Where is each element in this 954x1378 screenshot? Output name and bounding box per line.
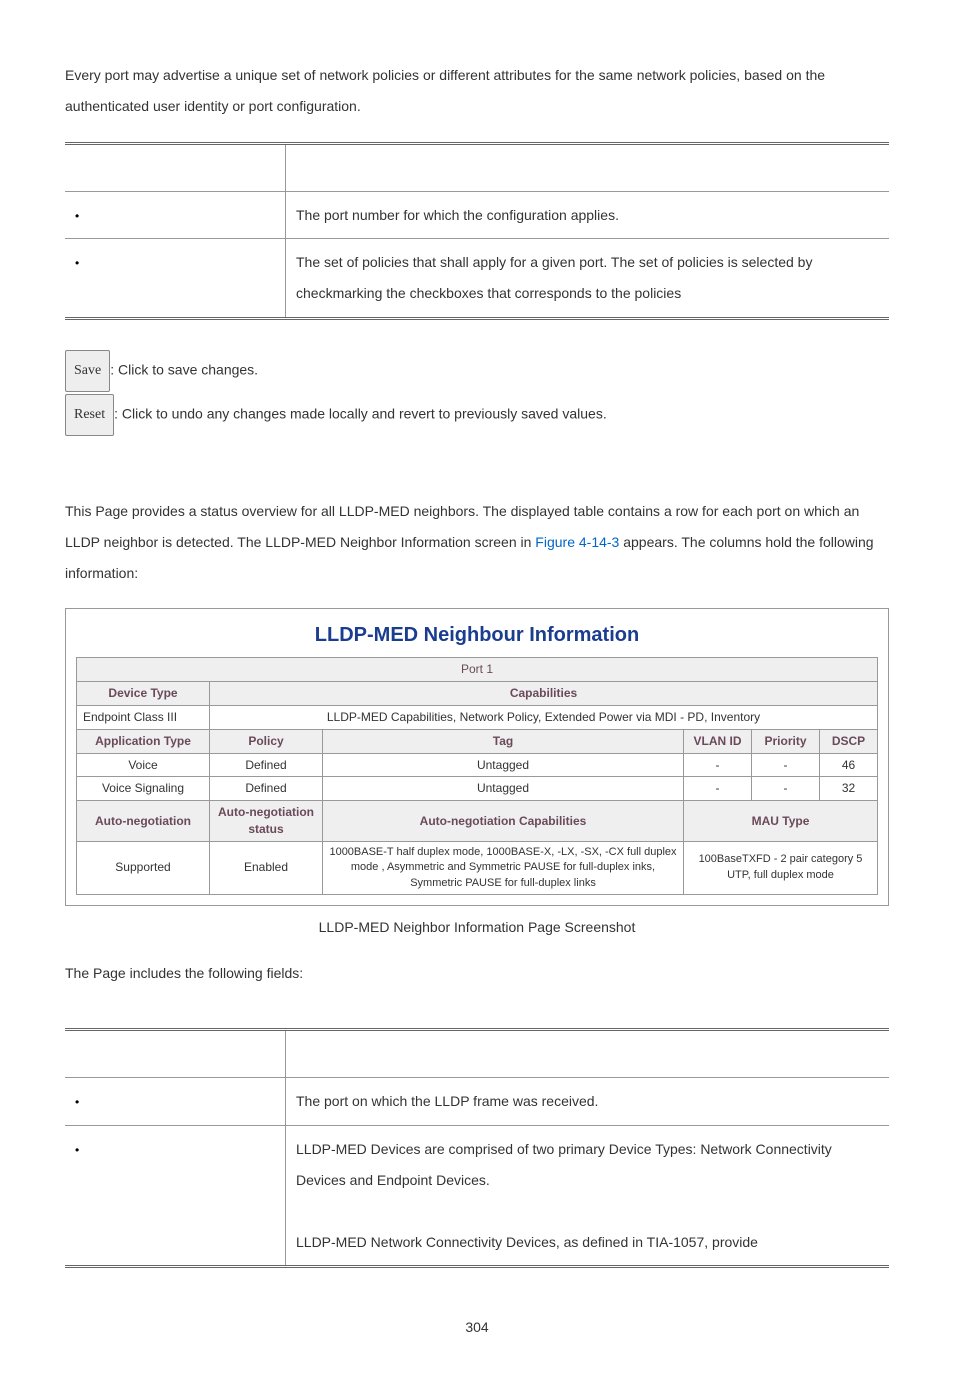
an-cap-hdr: Auto-negotiation Capabilities xyxy=(323,801,684,842)
port-header: Port 1 xyxy=(77,658,878,682)
mau-hdr: MAU Type xyxy=(684,801,878,842)
figure-link[interactable]: Figure 4-14-3 xyxy=(535,534,619,550)
mau-val: 100BaseTXFD - 2 pair category 5 UTP, ful… xyxy=(684,841,878,894)
vlan-hdr: VLAN ID xyxy=(684,729,752,753)
app-row: Voice Signaling Defined Untagged - - 32 xyxy=(77,777,878,801)
screenshot-caption: LLDP-MED Neighbor Information Page Scree… xyxy=(65,918,889,938)
cell-desc: The port on which the LLDP frame was rec… xyxy=(286,1078,890,1126)
bullet-icon: • xyxy=(75,1137,93,1163)
description-table-2: • The port on which the LLDP frame was r… xyxy=(65,1028,889,1268)
tag-hdr: Tag xyxy=(323,729,684,753)
app-row: Voice Defined Untagged - - 46 xyxy=(77,753,878,777)
reset-button[interactable]: Reset xyxy=(65,394,114,436)
an-status-hdr: Auto-negotiation status xyxy=(210,801,323,842)
table-row: • The port on which the LLDP frame was r… xyxy=(65,1078,889,1126)
cap-hdr: Capabilities xyxy=(210,682,878,706)
reset-desc: : Click to undo any changes made locally… xyxy=(114,406,607,422)
cell-desc: The set of policies that shall apply for… xyxy=(286,239,890,319)
cap-val: LLDP-MED Capabilities, Network Policy, E… xyxy=(210,705,878,729)
an-hdr: Auto-negotiation xyxy=(77,801,210,842)
an-cap-val: 1000BASE-T half duplex mode, 1000BASE-X,… xyxy=(323,841,684,894)
section-paragraph: This Page provides a status overview for… xyxy=(65,496,889,588)
screenshot-table: Port 1 Device Type Capabilities Endpoint… xyxy=(76,657,878,895)
intro-paragraph: Every port may advertise a unique set of… xyxy=(65,60,889,122)
bullet-icon: • xyxy=(75,203,93,229)
table-row: • The port number for which the configur… xyxy=(65,191,889,239)
page-number: 304 xyxy=(65,1318,889,1338)
bullet-icon: • xyxy=(75,250,93,276)
app-hdr: Application Type xyxy=(77,729,210,753)
prio-hdr: Priority xyxy=(752,729,820,753)
dev-type-hdr: Device Type xyxy=(77,682,210,706)
screenshot-panel: LLDP-MED Neighbour Information Port 1 De… xyxy=(65,608,889,906)
bullet-icon: • xyxy=(75,1089,93,1115)
cell-desc: The port number for which the configurat… xyxy=(286,191,890,239)
save-button[interactable]: Save xyxy=(65,350,110,392)
table-row: • LLDP-MED Devices are comprised of two … xyxy=(65,1126,889,1267)
screenshot-title: LLDP-MED Neighbour Information xyxy=(76,621,878,649)
save-desc: : Click to save changes. xyxy=(110,362,258,378)
cell-desc: LLDP-MED Devices are comprised of two pr… xyxy=(286,1126,890,1267)
an-status-val: Enabled xyxy=(210,841,323,894)
an-val: Supported xyxy=(77,841,210,894)
table-row: • The set of policies that shall apply f… xyxy=(65,239,889,319)
policy-hdr: Policy xyxy=(210,729,323,753)
description-table-1: • The port number for which the configur… xyxy=(65,142,889,320)
dev-type-val: Endpoint Class III xyxy=(77,705,210,729)
dscp-hdr: DSCP xyxy=(820,729,878,753)
fields-intro: The Page includes the following fields: xyxy=(65,958,889,989)
